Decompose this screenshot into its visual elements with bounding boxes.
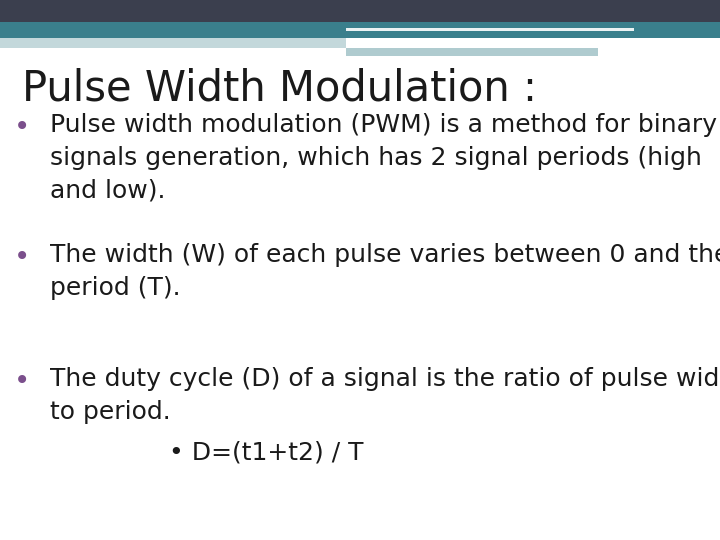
Text: • D=(t1+t2) / T: • D=(t1+t2) / T bbox=[169, 440, 364, 464]
Text: •: • bbox=[14, 113, 30, 141]
Text: The width (W) of each pulse varies between 0 and the
period (T).: The width (W) of each pulse varies betwe… bbox=[50, 243, 720, 300]
Text: •: • bbox=[14, 243, 30, 271]
Bar bbox=[0, 0, 720, 22]
Bar bbox=[346, 48, 598, 56]
Bar bbox=[346, 28, 634, 31]
Bar bbox=[706, 3, 720, 25]
Text: Pulse Width Modulation :: Pulse Width Modulation : bbox=[22, 68, 536, 110]
Bar bbox=[0, 22, 720, 38]
Bar bbox=[0, 38, 346, 48]
Text: Pulse width modulation (PWM) is a method for binary
signals generation, which ha: Pulse width modulation (PWM) is a method… bbox=[50, 113, 717, 202]
Text: The duty cycle (D) of a signal is the ratio of pulse width
to period.: The duty cycle (D) of a signal is the ra… bbox=[50, 367, 720, 424]
Bar bbox=[346, 12, 720, 38]
Text: •: • bbox=[14, 367, 30, 395]
